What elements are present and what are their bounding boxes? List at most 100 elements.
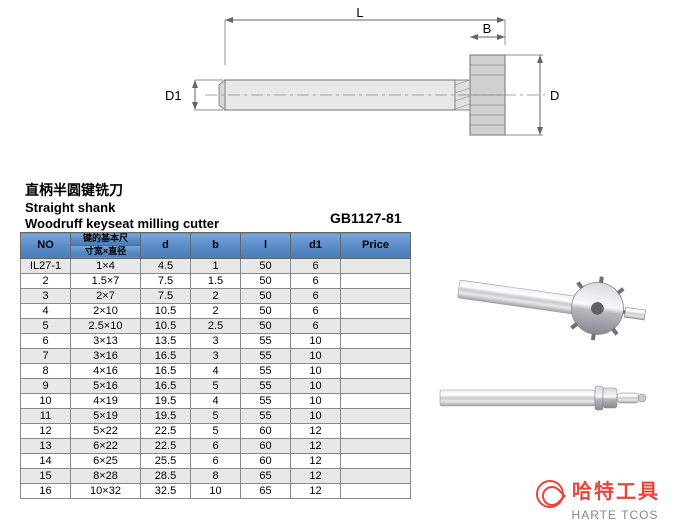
cell-b: 6: [191, 438, 241, 453]
table-row: 32×77.52506: [21, 288, 411, 303]
cell-dim: 3×13: [71, 333, 141, 348]
table-row: 84×1616.545510: [21, 363, 411, 378]
cell-no: 8: [21, 363, 71, 378]
table-row: 115×1919.555510: [21, 408, 411, 423]
cell-d1: 12: [291, 468, 341, 483]
cell-dim: 2×7: [71, 288, 141, 303]
cell-b: 5: [191, 423, 241, 438]
cell-l: 55: [241, 408, 291, 423]
table-row: 136×2222.566012: [21, 438, 411, 453]
cell-d1: 12: [291, 483, 341, 498]
cell-d1: 10: [291, 348, 341, 363]
cell-dim: 2×10: [71, 303, 141, 318]
cell-dim: 4×16: [71, 363, 141, 378]
cell-d1: 10: [291, 393, 341, 408]
cell-dim: 6×25: [71, 453, 141, 468]
cell-no: 9: [21, 378, 71, 393]
cell-b: 5: [191, 378, 241, 393]
cell-price: [341, 438, 411, 453]
cell-no: 11: [21, 408, 71, 423]
cell-price: [341, 423, 411, 438]
cell-d: 22.5: [141, 423, 191, 438]
cell-no: 13: [21, 438, 71, 453]
cell-d: 7.5: [141, 273, 191, 288]
cell-no: 12: [21, 423, 71, 438]
cell-l: 60: [241, 438, 291, 453]
header-l: l: [241, 233, 291, 259]
table-row: 21.5×77.51.5506: [21, 273, 411, 288]
cell-d1: 10: [291, 363, 341, 378]
technical-diagram: L B D1 D: [145, 5, 565, 165]
cell-price: [341, 333, 411, 348]
cell-dim: 5×16: [71, 378, 141, 393]
table-row: 42×1010.52506: [21, 303, 411, 318]
cell-d1: 12: [291, 423, 341, 438]
cell-price: [341, 393, 411, 408]
cell-l: 50: [241, 273, 291, 288]
cell-no: 10: [21, 393, 71, 408]
title-english-1: Straight shank: [25, 200, 219, 216]
cell-no: 15: [21, 468, 71, 483]
cell-d: 19.5: [141, 393, 191, 408]
cell-d: 7.5: [141, 288, 191, 303]
cell-dim: 3×16: [71, 348, 141, 363]
cell-no: 6: [21, 333, 71, 348]
cell-price: [341, 348, 411, 363]
cell-l: 55: [241, 348, 291, 363]
cell-dim: 1×4: [71, 258, 141, 273]
table-row: 104×1919.545510: [21, 393, 411, 408]
table-row: 1610×3232.5106512: [21, 483, 411, 498]
logo-icon: [536, 480, 564, 508]
cell-d: 16.5: [141, 363, 191, 378]
cell-l: 55: [241, 333, 291, 348]
header-price: Price: [341, 233, 411, 259]
dim-label-B: B: [483, 21, 492, 36]
spec-table: NO 键的基本尺 d b l d1 Price 寸宽×直径 IL27-11×44…: [20, 232, 411, 499]
cell-d1: 6: [291, 318, 341, 333]
cell-b: 4: [191, 393, 241, 408]
cell-l: 65: [241, 468, 291, 483]
cell-no: 2: [21, 273, 71, 288]
title-english-2: Woodruff keyseat milling cutter: [25, 216, 219, 232]
cell-price: [341, 453, 411, 468]
product-photo: [430, 240, 670, 480]
cell-price: [341, 363, 411, 378]
table-row: 125×2222.556012: [21, 423, 411, 438]
logo-english: HARTE TCOS: [572, 508, 660, 522]
cell-dim: 6×22: [71, 438, 141, 453]
cell-b: 6: [191, 453, 241, 468]
cell-d: 19.5: [141, 408, 191, 423]
cell-price: [341, 483, 411, 498]
logo-chinese: 哈特工具: [572, 481, 660, 503]
cell-dim: 5×22: [71, 423, 141, 438]
title-block: 直柄半圆键铣刀 Straight shank Woodruff keyseat …: [25, 180, 219, 231]
cell-l: 55: [241, 378, 291, 393]
table-row: 73×1616.535510: [21, 348, 411, 363]
cell-price: [341, 288, 411, 303]
cell-no: 7: [21, 348, 71, 363]
cell-b: 1.5: [191, 273, 241, 288]
cell-dim: 4×19: [71, 393, 141, 408]
cell-d: 25.5: [141, 453, 191, 468]
cell-b: 2: [191, 303, 241, 318]
table-row: 146×2525.566012: [21, 453, 411, 468]
cell-no: 14: [21, 453, 71, 468]
header-d: d: [141, 233, 191, 259]
cell-price: [341, 408, 411, 423]
table-row: 63×1313.535510: [21, 333, 411, 348]
cell-d: 16.5: [141, 348, 191, 363]
cell-l: 60: [241, 453, 291, 468]
cell-d1: 6: [291, 303, 341, 318]
cell-d1: 10: [291, 408, 341, 423]
cell-d1: 12: [291, 438, 341, 453]
cell-d1: 6: [291, 273, 341, 288]
table-row: 95×1616.555510: [21, 378, 411, 393]
header-d1: d1: [291, 233, 341, 259]
cell-dim: 2.5×10: [71, 318, 141, 333]
cell-b: 4: [191, 363, 241, 378]
cell-d: 28.5: [141, 468, 191, 483]
header-dim-1: 键的基本尺: [71, 233, 141, 246]
cell-price: [341, 303, 411, 318]
cell-no: 4: [21, 303, 71, 318]
cell-b: 10: [191, 483, 241, 498]
